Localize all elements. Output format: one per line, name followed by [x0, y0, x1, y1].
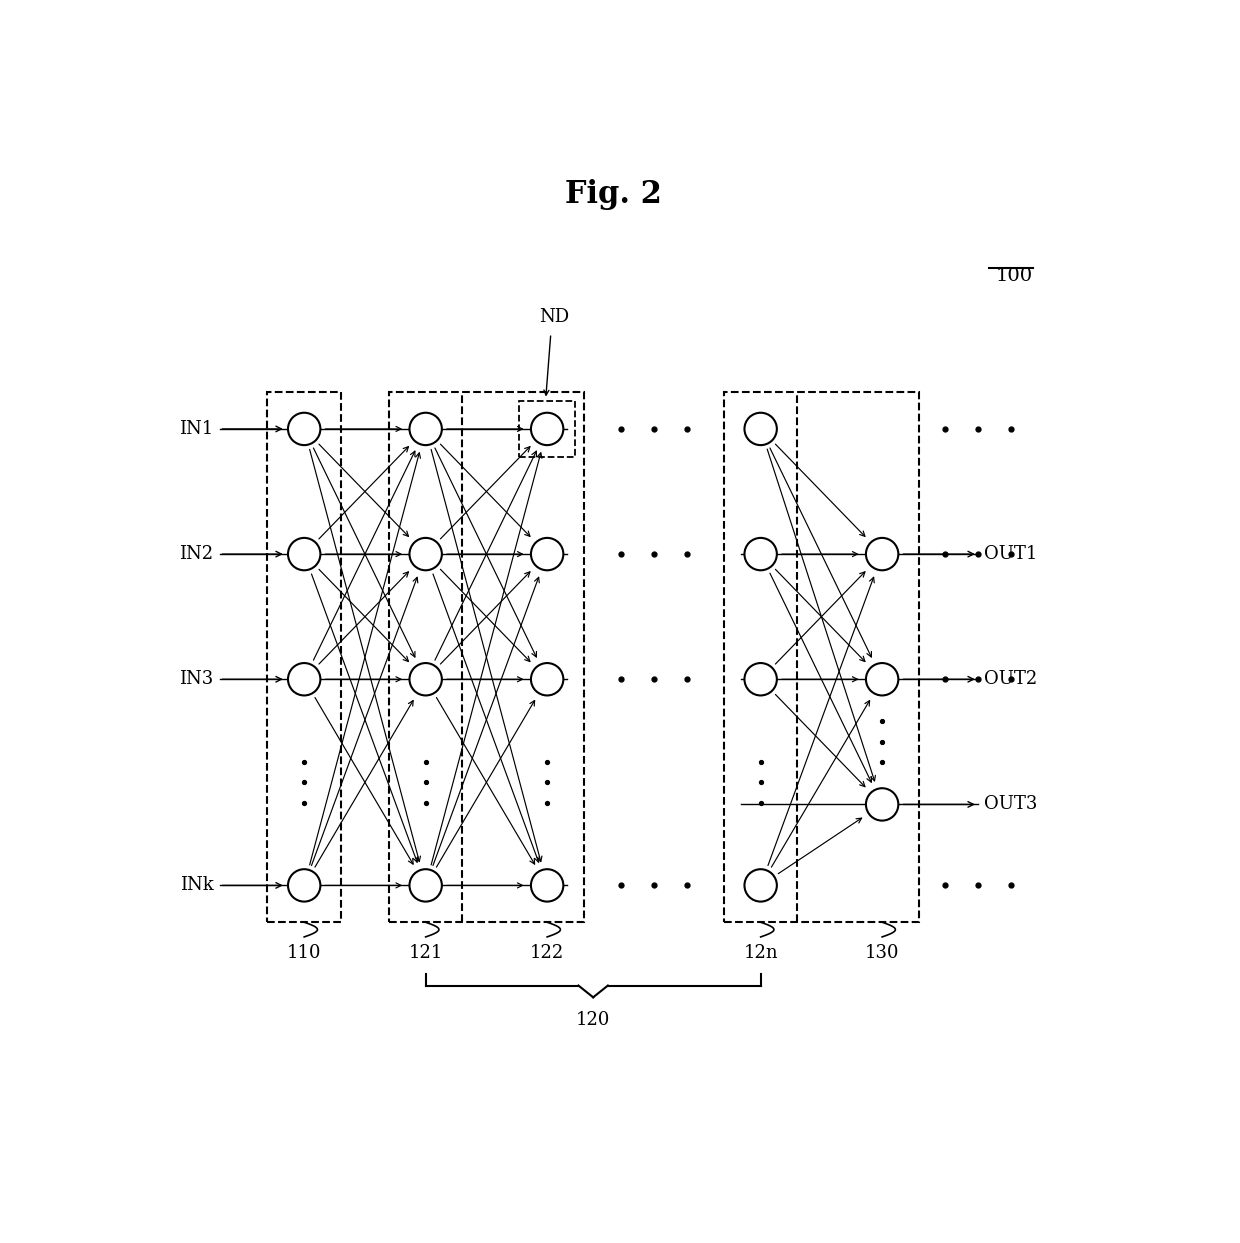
- Circle shape: [531, 663, 563, 695]
- Circle shape: [866, 538, 898, 571]
- Circle shape: [409, 663, 441, 695]
- Text: 122: 122: [529, 945, 564, 962]
- Bar: [389, 392, 584, 922]
- Circle shape: [744, 663, 776, 695]
- Circle shape: [288, 538, 320, 571]
- Circle shape: [531, 538, 563, 571]
- Text: 12n: 12n: [743, 945, 777, 962]
- Bar: [724, 392, 919, 922]
- Text: 120: 120: [575, 1011, 610, 1028]
- Circle shape: [744, 869, 776, 901]
- Text: IN1: IN1: [180, 420, 213, 438]
- Circle shape: [531, 869, 563, 901]
- Text: 130: 130: [864, 945, 899, 962]
- Circle shape: [288, 413, 320, 445]
- Text: ND: ND: [539, 308, 569, 326]
- Circle shape: [531, 413, 563, 445]
- Text: 100: 100: [996, 267, 1033, 285]
- Circle shape: [866, 663, 898, 695]
- Circle shape: [409, 413, 441, 445]
- Text: OUT1: OUT1: [983, 546, 1037, 563]
- Text: IN3: IN3: [180, 670, 213, 689]
- Text: 110: 110: [286, 945, 321, 962]
- Circle shape: [744, 413, 776, 445]
- Text: INk: INk: [180, 876, 213, 895]
- Bar: [520, 401, 575, 457]
- Circle shape: [288, 663, 320, 695]
- Text: OUT2: OUT2: [983, 670, 1037, 689]
- Text: 121: 121: [408, 945, 443, 962]
- Circle shape: [288, 869, 320, 901]
- Bar: [268, 392, 341, 922]
- Text: IN2: IN2: [180, 546, 213, 563]
- Text: OUT3: OUT3: [983, 796, 1037, 813]
- Circle shape: [866, 788, 898, 820]
- Circle shape: [409, 869, 441, 901]
- Circle shape: [409, 538, 441, 571]
- Circle shape: [744, 538, 776, 571]
- Text: Fig. 2: Fig. 2: [565, 179, 662, 210]
